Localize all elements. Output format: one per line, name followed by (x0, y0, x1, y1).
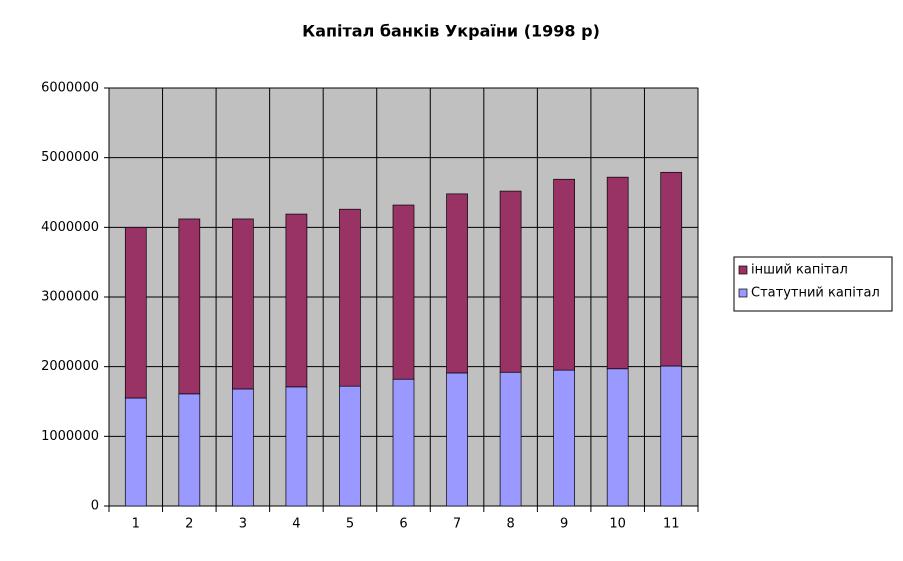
x-tick-label: 8 (506, 517, 514, 532)
bar-segment (285, 213, 308, 388)
bar-segment (232, 218, 254, 390)
x-tick-label: 6 (399, 517, 407, 532)
legend-swatch (738, 265, 748, 275)
y-tick-label: 1000000 (41, 429, 99, 444)
bar-segment (553, 178, 575, 371)
legend-label: Статутний капітал (751, 286, 880, 301)
x-tick-label: 3 (239, 517, 247, 532)
bar-segment (392, 378, 415, 507)
bar-segment (606, 176, 629, 370)
bar-segment (178, 393, 201, 507)
bar-segment (124, 397, 147, 507)
legend-swatch (738, 288, 748, 298)
chart-title: Капітал банків України (1998 р) (302, 22, 600, 41)
bar-segment (446, 193, 468, 374)
x-tick-label: 4 (292, 517, 300, 532)
bar-segment (339, 208, 361, 387)
bar-segment (499, 190, 522, 373)
y-tick-label: 0 (91, 499, 99, 514)
bar-segment (285, 386, 308, 507)
x-tick-label: 2 (185, 517, 193, 532)
bar-segment (339, 385, 361, 507)
x-tick-label: 9 (560, 517, 568, 532)
bar-segment (446, 372, 468, 507)
bar-segment (660, 171, 683, 367)
y-tick-label: 6000000 (41, 81, 99, 96)
y-tick-label: 2000000 (41, 359, 99, 374)
bar-segment (232, 388, 254, 507)
bar-segment (124, 226, 147, 399)
x-tick-label: 1 (132, 517, 140, 532)
y-tick-label: 3000000 (41, 290, 99, 305)
bar-segment (660, 365, 683, 507)
y-tick-label: 5000000 (41, 150, 99, 165)
bar-segment (553, 369, 575, 507)
x-tick-label: 11 (663, 517, 680, 532)
x-tick-label: 5 (346, 517, 354, 532)
bar-segment (178, 218, 201, 395)
x-tick-label: 7 (453, 517, 461, 532)
legend-label: інший капітал (751, 263, 848, 278)
bar-segment (499, 371, 522, 507)
y-tick-label: 4000000 (41, 220, 99, 235)
bar-segment (606, 368, 629, 507)
legend-box (733, 256, 893, 312)
x-tick-label: 10 (609, 517, 626, 532)
bar-segment (392, 204, 415, 380)
